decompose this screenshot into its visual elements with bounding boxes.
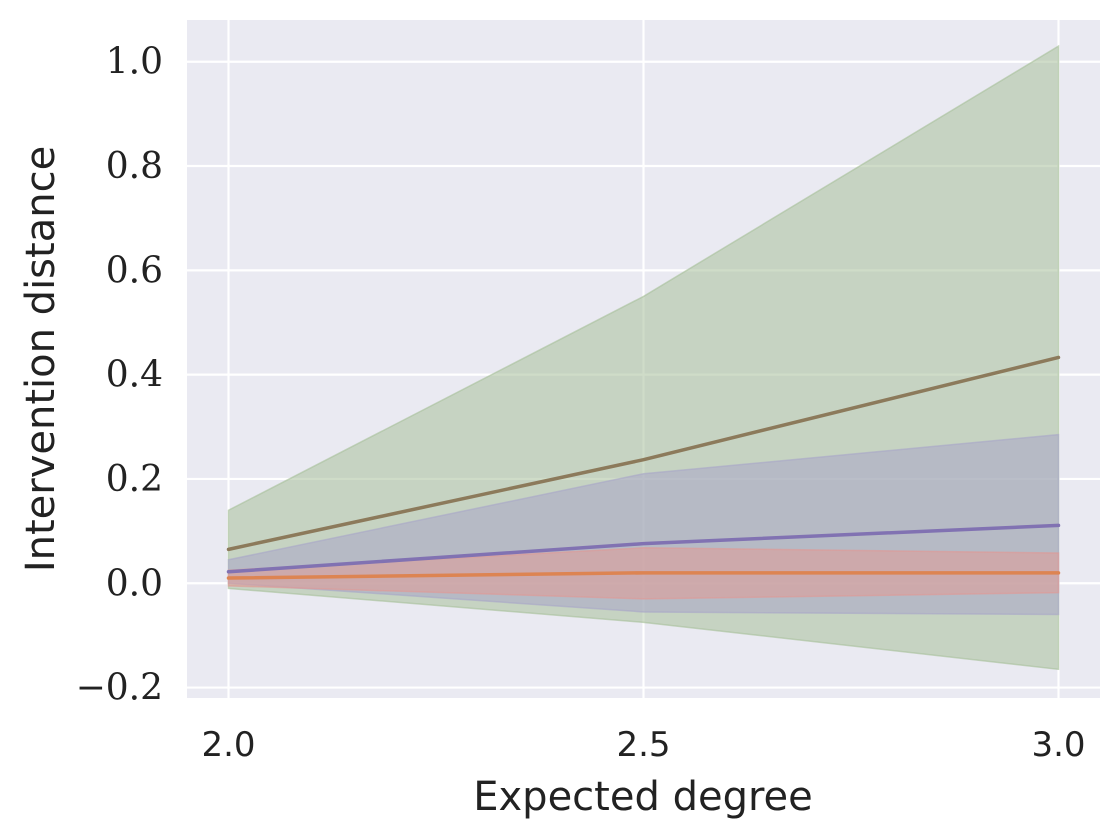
- x-tick-label: 2.0: [201, 725, 255, 765]
- x-tick-label: 2.5: [616, 725, 670, 765]
- y-tick-label: −0.2: [76, 668, 163, 709]
- series-line-1: [226, 523, 1061, 574]
- y-tick-label: 0.8: [106, 146, 163, 187]
- y-tick-label: 0.2: [106, 459, 163, 500]
- x-tick-label: 3.0: [1031, 725, 1085, 765]
- y-axis-label: Intervention distance: [18, 146, 64, 572]
- y-tick-labels: −0.2 0.0 0.2 0.4 0.6 0.8 1.0: [76, 42, 163, 709]
- x-axis-label: Expected degree: [473, 774, 813, 820]
- confidence-bands: [227, 44, 1060, 671]
- series-line-2: [226, 571, 1061, 580]
- series-line-0: [226, 355, 1061, 552]
- y-tick-label: 0.6: [106, 250, 163, 291]
- series-lines: [226, 355, 1061, 580]
- y-tick-label: 0.0: [106, 563, 163, 604]
- x-tick-labels: 2.0 2.5 3.0: [201, 725, 1085, 765]
- y-tick-label: 1.0: [106, 42, 163, 83]
- y-tick-label: 0.4: [106, 355, 163, 396]
